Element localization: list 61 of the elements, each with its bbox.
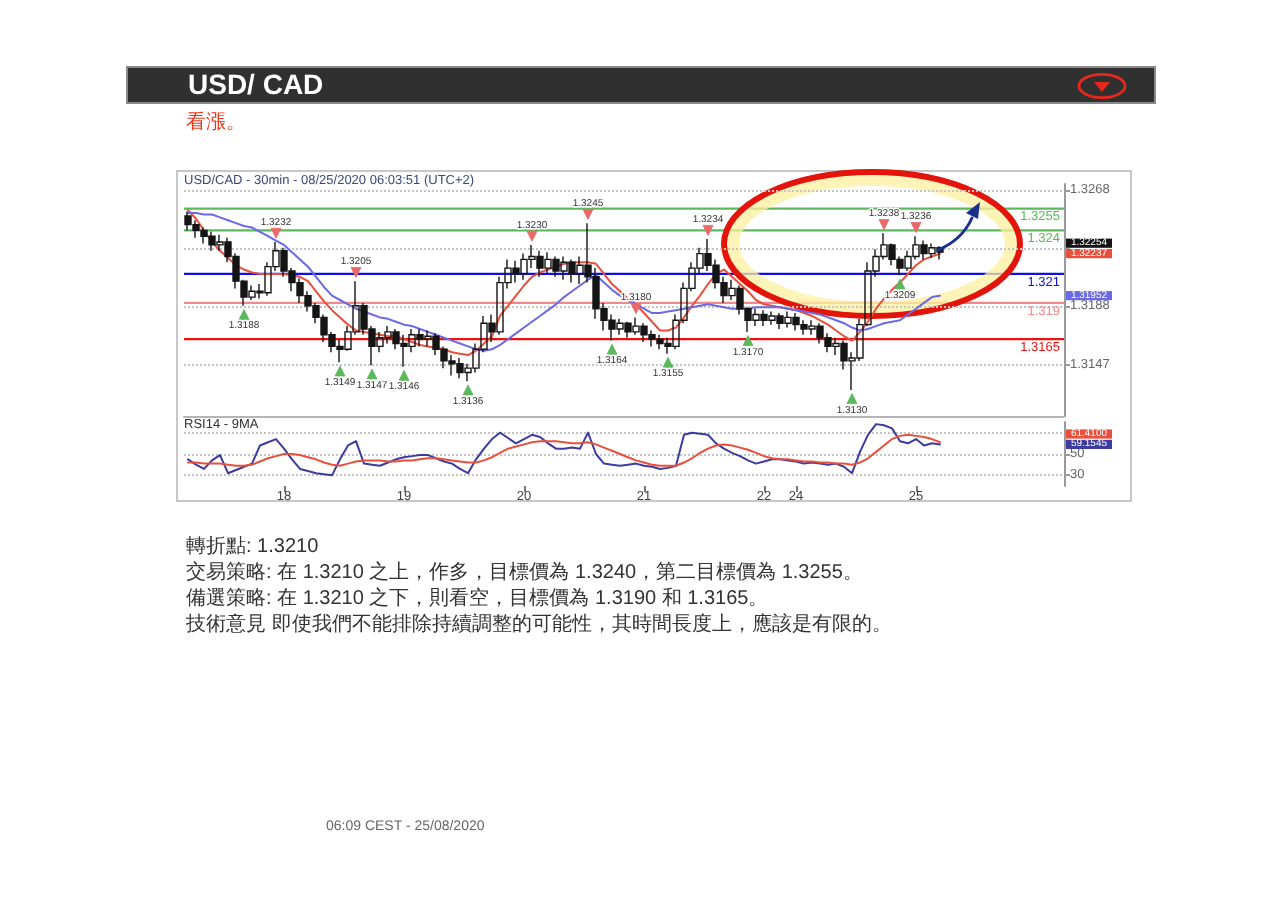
candlestick	[416, 328, 424, 348]
text: 交易策略: 在 1.3210 之上，作多，目標價為 1.3240，第二目標價為 1.3255。	[186, 560, 865, 586]
candlestick	[568, 258, 576, 284]
chart-subtitle: 看漲。	[186, 112, 246, 136]
candlestick	[184, 210, 192, 232]
candlestick	[752, 308, 760, 327]
candlestick	[616, 318, 624, 336]
chart-title: USD/ CAD	[188, 68, 324, 102]
candlestick	[192, 219, 200, 239]
text: 技術意見 即使我們不能排除持續調整的可能性，其時間長度上，應該是有限的。	[186, 612, 892, 638]
point	[334, 365, 346, 377]
candlestick	[648, 329, 656, 348]
point	[462, 384, 474, 396]
candlestick	[624, 321, 632, 339]
candlestick	[792, 312, 800, 332]
candlestick	[632, 316, 640, 336]
candlestick	[456, 357, 464, 379]
candlestick	[560, 255, 568, 281]
point	[366, 368, 378, 380]
point	[270, 227, 282, 239]
candlestick	[800, 319, 808, 336]
candlestick	[816, 322, 824, 345]
point	[582, 209, 594, 220]
point	[526, 230, 538, 242]
line-series	[187, 423, 941, 477]
candlestick	[776, 312, 784, 330]
point	[702, 225, 714, 236]
point	[742, 335, 754, 346]
text: 備選策略: 在 1.3210 之下，則看空，目標價為 1.3190 和 1.3165。	[186, 586, 771, 612]
candlestick	[808, 319, 816, 336]
candlestick	[448, 354, 456, 377]
candlestick	[248, 284, 256, 301]
candlestick	[200, 226, 208, 245]
point	[238, 309, 250, 320]
candlestick	[536, 250, 544, 278]
candlestick	[544, 251, 552, 275]
candlestick	[928, 242, 936, 259]
candlestick	[784, 310, 792, 329]
point	[630, 303, 642, 315]
candlestick	[552, 255, 560, 278]
point	[910, 222, 922, 233]
point	[350, 267, 362, 278]
candlestick	[656, 334, 664, 350]
candlestick	[640, 322, 648, 343]
candlestick	[520, 252, 528, 281]
candlestick	[208, 231, 216, 252]
point	[398, 370, 410, 381]
point	[846, 393, 858, 404]
candlestick	[424, 329, 432, 348]
candlestick	[384, 325, 392, 345]
point	[606, 343, 618, 355]
candlestick	[920, 239, 928, 261]
point	[878, 219, 890, 230]
text: 轉折點: 1.3210	[186, 534, 321, 560]
point	[894, 278, 906, 290]
candlestick	[760, 309, 768, 327]
point	[662, 356, 674, 368]
line-series	[187, 433, 941, 467]
candlestick	[512, 260, 520, 284]
candlestick	[400, 334, 408, 368]
candlestick	[768, 310, 776, 326]
